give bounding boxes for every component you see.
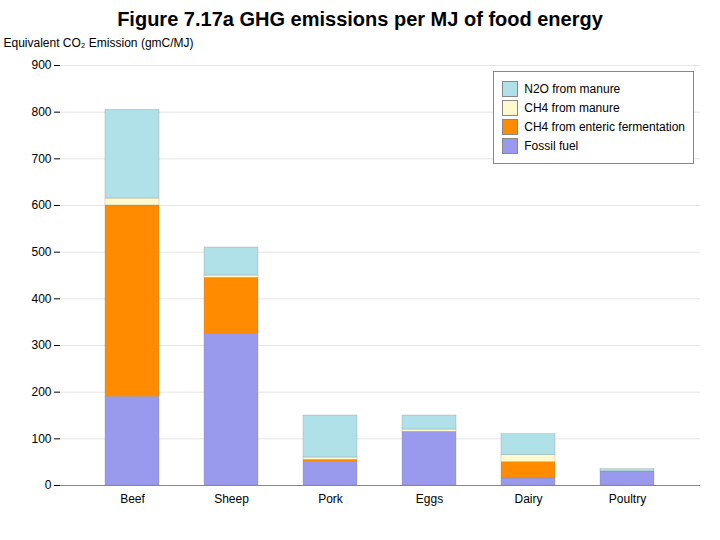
svg-text:200: 200: [31, 385, 51, 399]
svg-text:Beef: Beef: [120, 492, 145, 506]
svg-text:Equivalent CO₂ Emission (gmC/M: Equivalent CO₂ Emission (gmC/MJ): [4, 36, 194, 50]
svg-text:500: 500: [31, 245, 51, 259]
svg-text:0: 0: [45, 478, 52, 492]
html-text:Fossil fuel: Fossil fuel: [524, 139, 579, 153]
html-text:N2O from manure: N2O from manure: [524, 82, 621, 96]
svg-text:Dairy: Dairy: [514, 492, 542, 506]
svg-text:Sheep: Sheep: [214, 492, 249, 506]
html-text:CH4 from enteric fermentation: CH4 from enteric fermentation: [524, 120, 685, 134]
html-text:CH4 from manure: CH4 from manure: [524, 101, 620, 115]
svg-text:100: 100: [31, 432, 51, 446]
svg-text:800: 800: [31, 105, 51, 119]
svg-text:600: 600: [31, 198, 51, 212]
svg-text:Pork: Pork: [318, 492, 344, 506]
html-text:Figure 7.17a GHG emissions per: Figure 7.17a GHG emissions per MJ of foo…: [117, 8, 603, 30]
svg-text:Eggs: Eggs: [416, 492, 443, 506]
svg-text:400: 400: [31, 292, 51, 306]
svg-text:300: 300: [31, 338, 51, 352]
svg-text:900: 900: [31, 58, 51, 72]
svg-text:700: 700: [31, 152, 51, 166]
svg-text:Poultry: Poultry: [609, 492, 646, 506]
